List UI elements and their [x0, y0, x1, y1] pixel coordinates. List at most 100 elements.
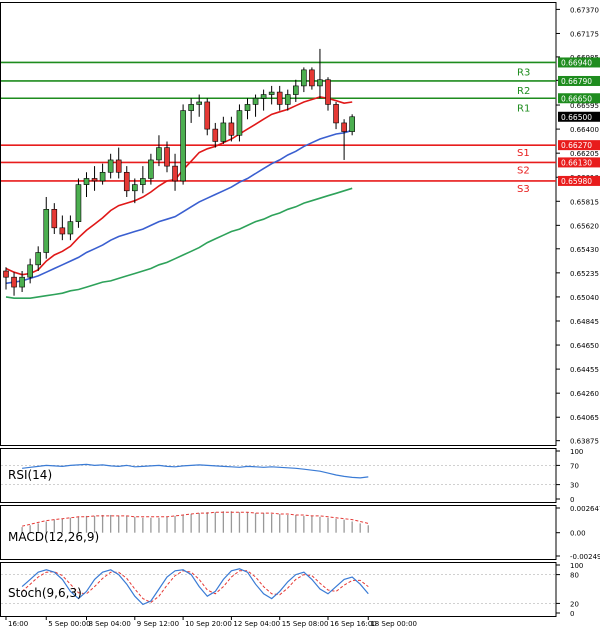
candle [91, 166, 98, 191]
level-tag-s1-label: 0.66270 [561, 141, 592, 150]
candle [19, 271, 25, 292]
candle-body-bear [164, 147, 170, 167]
price-axis-label: 0.64260 [570, 390, 599, 398]
candle-body-bear [59, 227, 66, 235]
level-name-r1: R1 [517, 103, 530, 114]
rsi-line [22, 463, 369, 479]
price-axis-label: 0.65040 [570, 294, 599, 302]
candle-body-bear [3, 270, 9, 278]
candle [284, 89, 291, 111]
stoch-signal-line [21, 570, 369, 603]
candle [317, 48, 323, 99]
level-tag-s2-label: 0.66130 [561, 158, 592, 167]
level-name-s2: S2 [517, 165, 530, 176]
candle-body-bull [188, 104, 194, 111]
candles [3, 48, 355, 296]
level-name-r3: R3 [517, 67, 530, 78]
candle [325, 77, 331, 111]
level-tag-s1-bg [558, 140, 600, 151]
candle [228, 116, 235, 142]
candle [212, 122, 219, 148]
price-axis-label: 0.65235 [570, 270, 599, 278]
candle-body-bull [260, 94, 267, 99]
candle [341, 119, 347, 160]
candle [140, 166, 146, 194]
candle [268, 85, 275, 105]
time-axis-label: 8 Sep 04:00 [89, 620, 131, 628]
stoch-pane-frame [0, 562, 557, 617]
level-tag-r1-bg [558, 93, 600, 104]
price-axis-label: 0.65430 [570, 246, 599, 254]
candle [115, 147, 122, 179]
candle [220, 116, 227, 144]
candle-body-bear [51, 209, 58, 229]
candle-body-bull [35, 252, 42, 266]
sub-axis-label: 0.00 [570, 530, 586, 538]
candle [83, 172, 90, 197]
candle [333, 101, 339, 130]
candle-body-bear [212, 128, 219, 142]
candle-body-bull [107, 159, 114, 173]
candle-body-bull [244, 104, 251, 111]
candle [292, 79, 299, 102]
candle-body-bull [349, 116, 355, 132]
candle-body-bear [228, 122, 235, 136]
candle-body-bull [67, 221, 74, 235]
current-price-tag-label: 0.66500 [561, 113, 592, 122]
ma-fast-line [5, 96, 353, 276]
candle [309, 67, 315, 90]
candle [11, 272, 17, 296]
level-tag-r3-bg [558, 57, 600, 68]
candle-body-bull [27, 264, 33, 278]
rsi-axis: 100 70 30 0 [556, 448, 583, 504]
level-name-r2: R2 [517, 86, 530, 97]
candle-body-bear [276, 91, 283, 105]
sub-axis-label: 100 [570, 562, 583, 570]
candle [123, 166, 130, 197]
candle-body-bull [19, 276, 25, 288]
sub-axis-label: 100 [570, 448, 583, 456]
candle [148, 153, 154, 185]
price-axis-label: 0.65815 [570, 198, 599, 206]
time-axis-label: 9 Sep 12:00 [137, 620, 179, 628]
candle [132, 178, 138, 204]
candle-body-bull [43, 209, 50, 253]
candle-body-bear [204, 101, 211, 130]
macd-plot [21, 511, 369, 533]
candle-body-bull [301, 69, 307, 87]
candle [301, 67, 307, 93]
candle-body-bull [284, 94, 291, 105]
stoch-pane: 100 80 20 0 Stoch(9,6,3) [0, 562, 583, 618]
candle-body-bull [140, 178, 146, 185]
time-axis-label: 16:00 [8, 620, 28, 628]
ma-slow-line [5, 187, 353, 300]
price-pane: 0.673700.671750.669850.667950.665950.664… [0, 2, 600, 446]
time-axis-label: 16 Sep 16:00 [330, 620, 377, 628]
candle [180, 104, 186, 185]
candle [276, 85, 283, 111]
candle-body-bull [220, 122, 227, 142]
candle [51, 203, 58, 234]
price-axis-label: 0.64650 [570, 342, 599, 350]
moving-averages [5, 96, 353, 300]
price-tags: 0.66940 0.66790 0.66650 0.66270 0.66130 0.659… [558, 57, 600, 186]
time-axis-label: 15 Sep 08:00 [282, 620, 329, 628]
candle [67, 215, 74, 241]
level-name-s1: S1 [517, 148, 530, 159]
candle [349, 114, 355, 136]
macd-axis: 0.002647 0.00 -0.002496 [556, 505, 600, 561]
rsi-pane-frame [0, 448, 557, 503]
sub-axis-label: 0 [570, 610, 574, 618]
candle [236, 104, 243, 142]
level-tag-s3-bg [558, 175, 600, 186]
ma-mid-line [5, 129, 353, 285]
candle-body-bull [252, 97, 259, 105]
stoch-title: Stoch(9,6,3) [8, 586, 82, 600]
level-tag-s2-bg [558, 157, 600, 168]
candle-body-bull [268, 91, 275, 95]
price-axis-label: 0.64065 [570, 414, 599, 422]
candle [204, 98, 211, 136]
level-name-s3: S3 [517, 184, 530, 195]
candle-body-bull [236, 110, 243, 136]
